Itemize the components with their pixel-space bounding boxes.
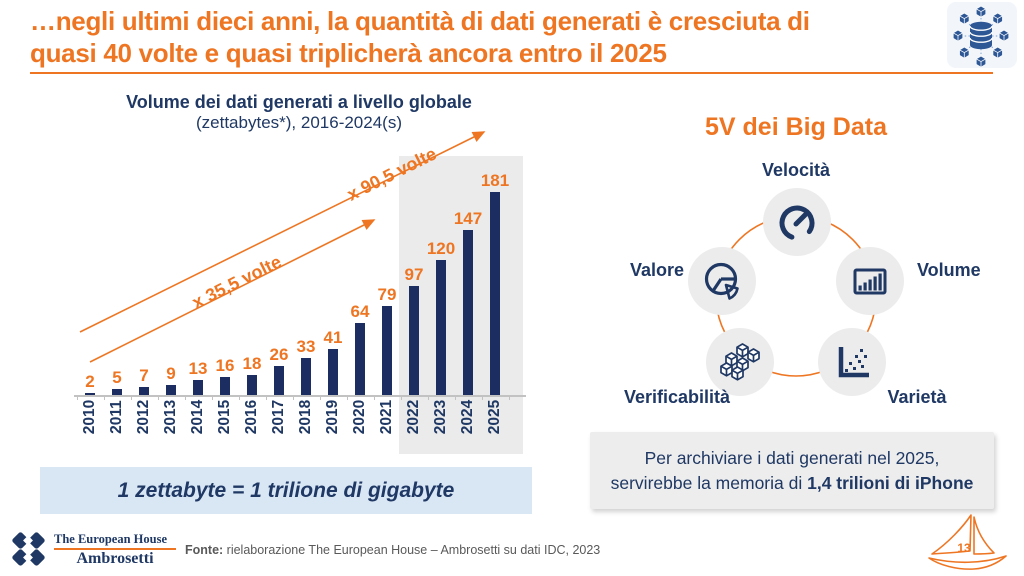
- axis-tick: [508, 395, 510, 400]
- bar-chart-icon: [853, 268, 887, 295]
- ambrosetti-logo-text: The European House Ambrosetti: [54, 532, 178, 568]
- label-valore: Valore: [629, 260, 684, 280]
- axis-label-2013: 2013: [162, 399, 179, 435]
- axis-tick: [400, 395, 402, 400]
- bar-2017: [274, 365, 284, 395]
- axis-label-2024: 2024: [459, 399, 476, 435]
- label-verificabilita: Verificabilità: [623, 387, 731, 407]
- axis-label-2018: 2018: [297, 399, 314, 435]
- axis-label-2021: 2021: [378, 399, 395, 435]
- bar-value-2011: 5: [112, 368, 122, 388]
- label-velocita: Velocità: [761, 160, 831, 180]
- axis-tick: [157, 395, 159, 400]
- cubes-icon: [720, 343, 760, 381]
- page-number: 13: [957, 541, 971, 555]
- title-underline: [30, 72, 993, 74]
- bar-value-2025: 181: [480, 170, 510, 190]
- bar-value-2024: 147: [453, 209, 483, 229]
- bar-2025: [490, 191, 500, 395]
- axis-tick: [76, 395, 78, 400]
- axis-label-2022: 2022: [405, 399, 422, 435]
- axis-tick: [103, 395, 105, 400]
- axis-tick: [454, 395, 456, 400]
- varieta-badge: [818, 328, 886, 396]
- bar-2011: [112, 389, 122, 395]
- bar-2022: [409, 286, 419, 395]
- axis-tick: [481, 395, 483, 400]
- source-note: Fonte: rielaborazione The European House…: [185, 543, 601, 557]
- bar-value-2010: 2: [85, 371, 95, 391]
- bar-2010: [85, 392, 95, 395]
- axis-label-2020: 2020: [351, 399, 368, 435]
- axis-tick: [184, 395, 186, 400]
- zettabyte-note: 1 zettabyte = 1 trilione di gigabyte: [40, 467, 532, 514]
- gauge-icon: [779, 205, 815, 240]
- velocita-badge: [763, 188, 831, 256]
- big-data-title: 5V dei Big Data: [705, 113, 887, 141]
- valore-badge: [688, 247, 756, 315]
- axis-tick: [346, 395, 348, 400]
- ambrosetti-logo-icon: [12, 532, 45, 566]
- axis-tick: [130, 395, 132, 400]
- bar-2019: [328, 348, 338, 395]
- axis-label-2017: 2017: [270, 399, 287, 435]
- chart-title: Volume dei dati generati a livello globa…: [126, 92, 472, 112]
- axis-tick: [265, 395, 267, 400]
- slide-title-line1: …negli ultimi dieci anni, la quantità di…: [30, 6, 810, 36]
- bar-value-2012: 7: [139, 366, 149, 386]
- bar-chart: 2 2010 5 2011 7 2012 9 2013 13 2014 16 2015 18 2016 26…: [60, 140, 538, 465]
- bar-2015: [220, 377, 230, 395]
- callout-line1: Per archiviare i dati generati nel 2025,: [644, 447, 940, 468]
- bar-2023: [436, 260, 446, 395]
- distributed-database-icon: [947, 2, 1017, 68]
- verificabilita-badge: [706, 328, 774, 396]
- logo-line2: Ambrosetti: [76, 550, 154, 567]
- bar-value-2022: 97: [404, 265, 424, 285]
- bar-2021: [382, 306, 392, 395]
- axis-tick: [292, 395, 294, 400]
- bar-value-2014: 13: [188, 359, 208, 379]
- axis-label-2023: 2023: [432, 399, 449, 435]
- axis-label-2015: 2015: [216, 399, 233, 435]
- bar-2013: [166, 384, 176, 395]
- bar-2016: [247, 374, 257, 395]
- bar-2020: [355, 323, 365, 395]
- axis-tick: [427, 395, 429, 400]
- bar-2018: [301, 357, 311, 395]
- chart-subtitle: (zettabytes*), 2016-2024(s): [196, 113, 402, 132]
- bar-value-2013: 9: [166, 363, 176, 383]
- logo-rule: [54, 548, 176, 550]
- iphone-callout: Per archiviare i dati generati nel 2025,…: [590, 432, 994, 509]
- sailboat-icon: [928, 514, 1007, 570]
- label-volume: Volume: [917, 260, 981, 280]
- axis-label-2025: 2025: [486, 399, 503, 435]
- x-axis-line: [74, 395, 526, 397]
- pie-chart-icon: [704, 262, 739, 300]
- callout-line2: servirebbe la memoria di 1,4 trilioni di…: [610, 472, 974, 493]
- logo-line1: The European House: [54, 532, 167, 546]
- bar-value-2023: 120: [426, 239, 456, 259]
- bar-value-2019: 41: [323, 327, 343, 347]
- axis-label-2011: 2011: [108, 400, 125, 434]
- bar-2014: [193, 380, 203, 395]
- axis-tick: [211, 395, 213, 400]
- slide-title: …negli ultimi dieci anni, la quantità di…: [30, 5, 940, 69]
- bar-2024: [463, 230, 473, 395]
- volume-badge: [836, 247, 904, 315]
- scatter-plot-icon: [838, 347, 869, 378]
- axis-tick: [319, 395, 321, 400]
- axis-tick: [373, 395, 375, 400]
- label-varieta: Varietà: [887, 387, 947, 407]
- bar-value-2021: 79: [377, 285, 397, 305]
- bar-2012: [139, 387, 149, 395]
- axis-label-2014: 2014: [189, 399, 206, 435]
- axis-label-2012: 2012: [135, 399, 152, 435]
- slide-title-line2: quasi 40 volte e quasi triplicherà ancor…: [30, 38, 667, 68]
- axis-label-2010: 2010: [81, 399, 98, 435]
- axis-label-2016: 2016: [243, 399, 260, 435]
- axis-label-2019: 2019: [324, 399, 341, 435]
- axis-tick: [238, 395, 240, 400]
